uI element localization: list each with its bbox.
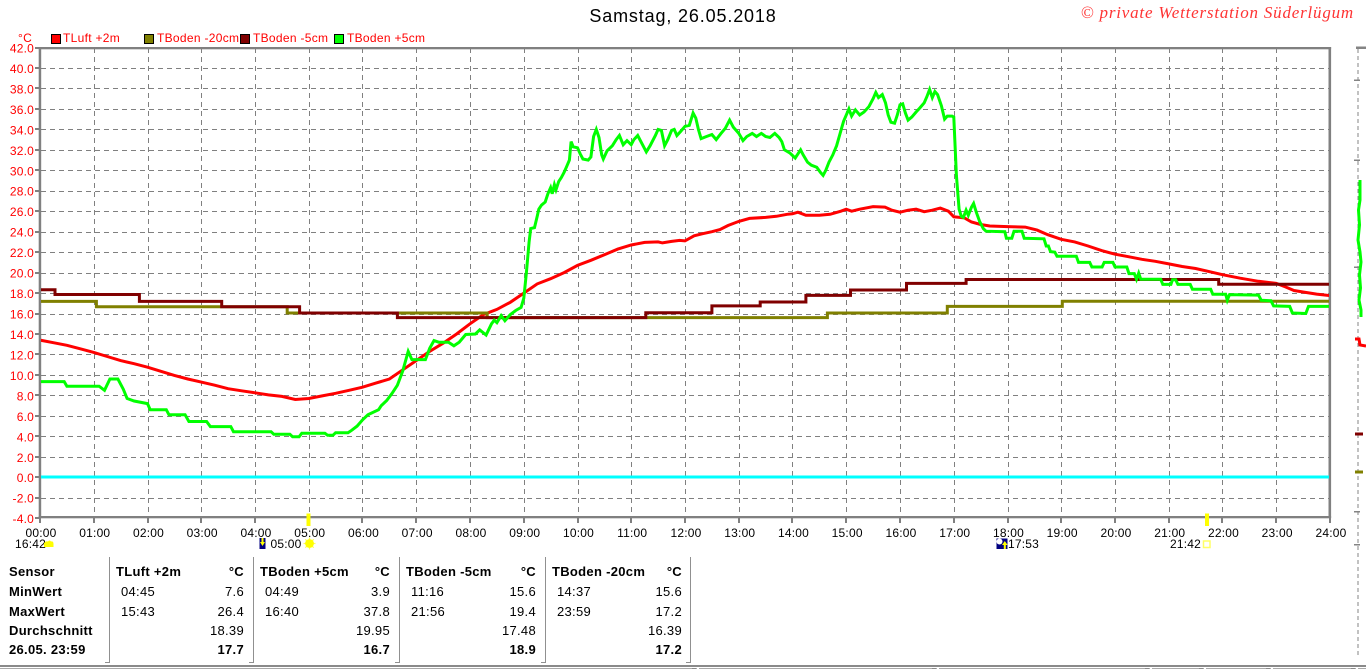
svg-text:26.0: 26.0: [10, 205, 34, 219]
svg-text:-4.0: -4.0: [13, 512, 35, 526]
svg-text:2.0: 2.0: [17, 451, 34, 465]
svg-text:14.0: 14.0: [10, 328, 34, 342]
svg-text:15:00: 15:00: [832, 526, 863, 540]
svg-text:16.0: 16.0: [10, 308, 34, 322]
svg-text:24.0: 24.0: [10, 226, 34, 240]
svg-text:4.0: 4.0: [17, 430, 34, 444]
svg-text:28.0: 28.0: [10, 185, 34, 199]
svg-text:-2.0: -2.0: [13, 492, 35, 506]
svg-text:05:00: 05:00: [271, 537, 302, 551]
svg-text:06:00: 06:00: [348, 526, 379, 540]
svg-text:18.0: 18.0: [10, 287, 34, 301]
svg-text:10:00: 10:00: [563, 526, 594, 540]
svg-text:6.0: 6.0: [17, 410, 34, 424]
svg-text:09:00: 09:00: [509, 526, 540, 540]
svg-text:42.0: 42.0: [10, 42, 34, 56]
svg-text:24:00: 24:00: [1315, 526, 1346, 540]
svg-text:12:00: 12:00: [670, 526, 701, 540]
svg-text:18:00: 18:00: [993, 526, 1024, 540]
svg-text:17:00: 17:00: [939, 526, 970, 540]
svg-text:20:00: 20:00: [1100, 526, 1131, 540]
svg-text:36.0: 36.0: [10, 103, 34, 117]
svg-text:04:00: 04:00: [240, 526, 271, 540]
svg-text:38.0: 38.0: [10, 82, 34, 96]
svg-text:10.0: 10.0: [10, 369, 34, 383]
svg-text:22:00: 22:00: [1208, 526, 1239, 540]
svg-text:12.0: 12.0: [10, 349, 34, 363]
svg-text:03:00: 03:00: [187, 526, 218, 540]
svg-text:13:00: 13:00: [724, 526, 755, 540]
svg-text:30.0: 30.0: [10, 164, 34, 178]
svg-text:8.0: 8.0: [17, 389, 34, 403]
svg-text:11:00: 11:00: [617, 526, 647, 540]
svg-text:22.0: 22.0: [10, 246, 34, 260]
svg-text:07:00: 07:00: [402, 526, 433, 540]
svg-text:20.0: 20.0: [10, 267, 34, 281]
svg-text:23:00: 23:00: [1262, 526, 1293, 540]
svg-text:01:00: 01:00: [79, 526, 110, 540]
svg-text:16:00: 16:00: [885, 526, 916, 540]
svg-text:0.0: 0.0: [17, 471, 34, 485]
svg-text:17:53: 17:53: [1008, 537, 1039, 551]
svg-text:16:42: 16:42: [15, 537, 46, 551]
svg-text:21:42: 21:42: [1170, 537, 1201, 551]
svg-text:02:00: 02:00: [133, 526, 164, 540]
svg-text:14:00: 14:00: [778, 526, 809, 540]
svg-text:00:00: 00:00: [25, 526, 56, 540]
svg-text:34.0: 34.0: [10, 123, 34, 137]
svg-text:40.0: 40.0: [10, 62, 34, 76]
svg-text:21:00: 21:00: [1154, 526, 1185, 540]
svg-text:32.0: 32.0: [10, 144, 34, 158]
svg-text:05:00: 05:00: [294, 526, 325, 540]
svg-text:08:00: 08:00: [455, 526, 486, 540]
svg-text:19:00: 19:00: [1047, 526, 1078, 540]
